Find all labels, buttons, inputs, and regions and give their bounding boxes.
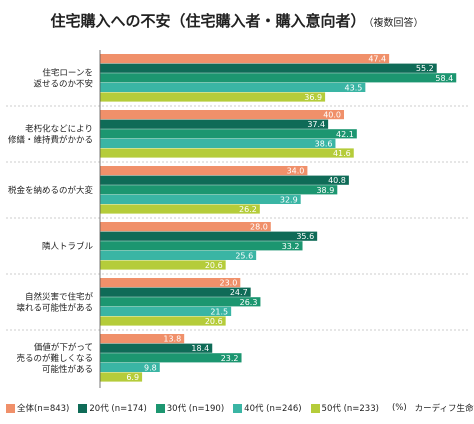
legend-item: 30代 (n=190) [155,402,225,414]
bar [100,353,242,363]
bar [100,250,257,260]
bar-value-label: 18.4 [191,344,209,353]
bar [100,204,260,214]
bar [100,372,143,382]
bar-value-label: 23.2 [221,354,239,363]
bar [100,231,318,241]
bar-value-label: 43.5 [345,83,363,92]
bar-value-label: 47.4 [368,55,386,64]
legend-label: 20代 (n=174) [89,404,147,414]
bar-value-label: 21.5 [210,307,228,316]
bar [100,148,354,158]
category-label-line: 可能性がある [42,364,93,375]
bar-value-label: 37.4 [307,120,325,129]
bar [100,278,241,288]
bar-value-label: 33.2 [282,242,300,251]
category-label: 住宅ローンを返せるのか不安 [33,68,93,90]
bar [100,54,390,64]
bar [100,260,226,270]
bar-value-label: 38.9 [316,186,334,195]
bar-value-label: 32.9 [280,195,298,204]
bar-value-label: 24.7 [230,288,248,297]
bar-value-label: 55.2 [416,64,434,73]
legend-swatch [233,403,243,413]
legend-swatch [155,403,165,413]
bar-value-label: 58.4 [435,74,453,83]
bar-value-label: 20.6 [205,317,223,326]
bar-value-label: 26.3 [240,298,258,307]
legend-label: 50代 (n=233) [321,404,379,414]
category-label-line: 修繕・維持費がかかる [8,135,93,146]
chart-subtitle: （複数回答） [368,18,424,29]
source-label: カーディフ生命調べ [414,404,474,414]
bar [100,334,185,344]
bar [100,306,232,316]
legend-item: 40代 (n=246) [233,402,302,414]
bar [100,194,301,204]
bar-value-label: 40.0 [323,111,341,120]
category-label-line: 自然災害で住宅が [25,292,94,303]
bar [100,343,213,353]
bar-value-label: 41.6 [333,149,351,158]
bar-value-label: 42.1 [336,130,354,139]
legend-item: 20代 (n=174) [78,402,147,414]
bar [100,63,437,73]
chart-legend: 全体(n=843) 20代 (n=174) 30代 (n=190) 40代 (n=24… [6,402,474,414]
bar-value-label: 34.0 [287,167,305,176]
bar [100,119,329,129]
category-label-line: 価値が下がって [34,342,93,353]
bar-value-label: 6.9 [126,373,139,382]
bar-value-label: 20.6 [205,261,223,270]
bar-value-label: 13.8 [163,335,181,344]
bar [100,82,366,92]
bar [100,138,336,148]
bar-value-label: 36.9 [304,93,322,102]
bar [100,316,226,326]
bar-value-label: 9.8 [144,363,157,372]
category-label: 税金を納めるのが大変 [8,185,94,196]
category-label-line: 隣人トラブル [42,241,94,252]
category-label-line: 住宅ローンを [42,68,93,79]
category-label: 老朽化などにより修繕・維持費がかかる [8,124,93,146]
bar-value-label: 23.0 [219,279,237,288]
category-label-line: 返せるのか不安 [33,79,93,90]
bar [100,241,303,251]
bar-value-label: 25.6 [235,251,253,260]
category-label: 隣人トラブル [42,241,94,252]
category-label-line: 売るのが難しくなる [16,353,93,364]
legend-swatch [78,403,88,413]
category-label-line: 壊れる可能性がある [16,303,93,314]
bar [100,129,357,139]
bar [100,166,308,176]
legend-swatch [6,403,15,413]
category-label-line: 税金を納めるのが大変 [8,185,94,196]
bar [100,110,344,120]
bar-value-label: 35.6 [296,232,314,241]
bar [100,222,271,232]
legend-swatch [310,403,320,413]
legend-item: 50代 (n=233) [310,402,379,414]
legend-label: 40代 (n=246) [244,404,302,414]
legend-label: 全体(n=843) [17,404,70,414]
bar-value-label: 40.8 [328,176,346,185]
category-label: 自然災害で住宅が壊れる可能性がある [16,292,93,314]
bar [100,287,251,297]
legend-label: 30代 (n=190) [166,404,225,414]
bar-value-label: 26.2 [239,205,257,214]
bar [100,73,457,83]
legend-item: 全体(n=843) [6,402,69,414]
category-label: 価値が下がって売るのが難しくなる可能性がある [16,342,93,375]
bar [100,92,326,102]
bar-value-label: 28.0 [250,223,268,232]
unit-label: (%) [391,403,407,413]
chart-title-block: 住宅購入への不安（住宅購入者・購入意向者） （複数回答） [0,10,474,31]
bar [100,185,338,195]
bar [100,362,160,372]
bar [100,175,349,185]
chart-title: 住宅購入への不安（住宅購入者・購入意向者） [50,12,366,30]
bar-value-label: 38.6 [315,139,333,148]
bar [100,297,261,307]
category-label-line: 老朽化などにより [25,124,93,135]
